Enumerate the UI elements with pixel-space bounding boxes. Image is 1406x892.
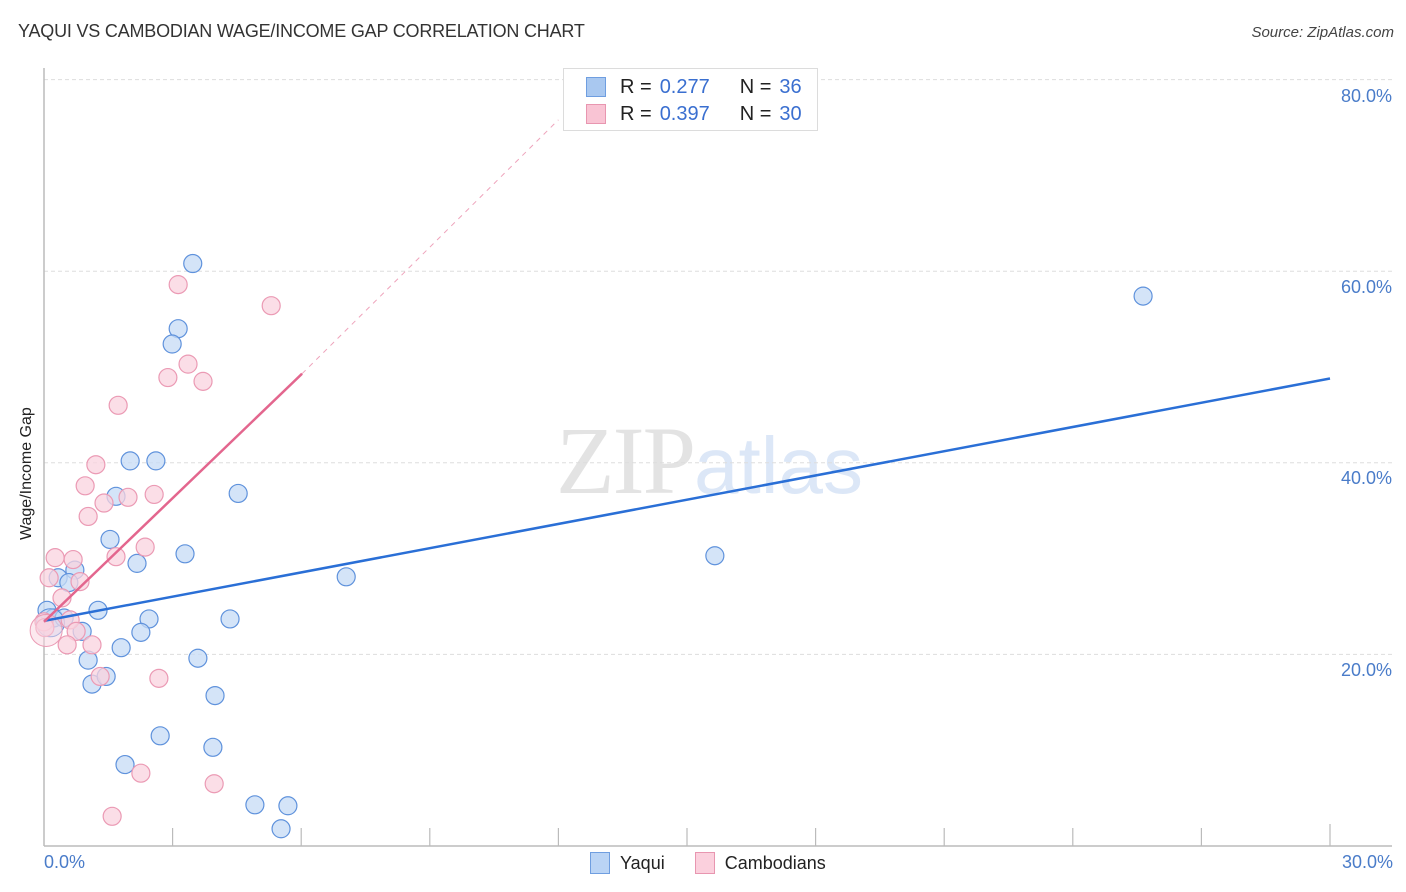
legend-label: Cambodians: [724, 852, 826, 873]
source-credit: Source: ZipAtlas.com: [1251, 24, 1394, 41]
cambodian-points: [29, 275, 281, 826]
legend-label: Yaqui: [620, 852, 665, 873]
legend-item-cambodians[interactable]: Cambodians: [694, 852, 826, 874]
data-point: [111, 638, 131, 658]
r-label: R =: [620, 75, 652, 98]
data-point: [204, 774, 224, 794]
data-point: [149, 668, 169, 688]
data-point: [245, 795, 265, 815]
data-point: [106, 547, 126, 567]
n-value: 36: [779, 75, 802, 98]
cambodian-swatch-icon: [694, 852, 715, 874]
data-point: [100, 529, 120, 550]
data-point: [108, 395, 128, 415]
data-point: [193, 371, 213, 391]
data-point: [220, 609, 240, 629]
data-point: [102, 806, 122, 826]
data-point: [144, 484, 164, 505]
stats-legend: R = 0.277 N = 36 R = 0.397 N = 30: [563, 68, 818, 131]
data-point: [118, 487, 138, 507]
data-point: [90, 666, 110, 687]
data-point: [146, 451, 166, 471]
data-point: [52, 588, 72, 608]
data-point: [115, 754, 135, 775]
yaqui-points: [35, 253, 1153, 839]
data-point: [66, 621, 86, 642]
y-axis-label: Wage/Income Gap: [18, 407, 35, 540]
y-tick-40: 40.0%: [1340, 468, 1392, 488]
data-point: [271, 819, 291, 839]
yaqui-trendline: [43, 377, 1331, 623]
r-value: 0.397: [659, 102, 710, 125]
data-point: [82, 635, 102, 655]
x-tick-max: 30.0%: [1341, 852, 1393, 872]
data-point: [278, 796, 298, 816]
data-point: [120, 451, 140, 471]
data-point: [75, 476, 95, 496]
data-point: [158, 367, 178, 388]
data-point: [1133, 286, 1153, 306]
data-point: [261, 296, 281, 316]
y-tick-20: 20.0%: [1340, 660, 1392, 680]
cambodian-trendline: [43, 372, 303, 623]
legend-item-yaqui[interactable]: Yaqui: [590, 852, 665, 874]
legend-row-cambodians: R = 0.397 N = 30: [586, 103, 802, 125]
data-point: [175, 544, 195, 564]
data-point: [203, 737, 223, 757]
n-label: N =: [739, 75, 772, 98]
series-legend: Yaqui Cambodians: [590, 852, 856, 874]
yaqui-swatch-icon: [586, 77, 606, 97]
data-point: [78, 506, 98, 527]
cambodian-swatch-icon: [586, 104, 606, 124]
data-point: [45, 548, 65, 568]
data-point: [705, 546, 725, 566]
data-point: [86, 455, 106, 475]
data-point: [135, 537, 155, 557]
data-point: [70, 571, 90, 592]
cambodian-trendline-extension: [301, 119, 559, 375]
n-value: 30: [779, 102, 802, 125]
n-label: N =: [739, 102, 772, 125]
data-point: [228, 483, 248, 504]
data-point: [150, 726, 170, 746]
data-point: [131, 763, 151, 783]
y-tick-80: 80.0%: [1340, 86, 1392, 106]
yaqui-swatch-icon: [590, 852, 610, 874]
x-tick-min: 0.0%: [44, 852, 86, 872]
data-point: [39, 568, 59, 588]
r-label: R =: [620, 102, 652, 125]
legend-row-yaqui: R = 0.277 N = 36: [586, 76, 802, 98]
r-value: 0.277: [659, 75, 710, 98]
gridlines: [44, 79, 1392, 655]
data-point: [168, 275, 188, 295]
data-point: [127, 553, 147, 573]
data-point: [162, 334, 182, 354]
y-tick-60: 60.0%: [1340, 277, 1392, 297]
trendlines: [43, 119, 1331, 623]
data-point: [94, 493, 114, 513]
data-point: [336, 567, 356, 587]
chart-title: YAQUI VS CAMBODIAN WAGE/INCOME GAP CORRE…: [18, 21, 585, 41]
axes: [43, 68, 1392, 847]
data-point: [178, 354, 198, 374]
data-point: [205, 685, 225, 706]
data-point: [63, 549, 83, 570]
data-point: [188, 648, 208, 668]
data-point: [57, 635, 77, 655]
data-point: [183, 253, 203, 274]
data-point: [131, 622, 151, 642]
